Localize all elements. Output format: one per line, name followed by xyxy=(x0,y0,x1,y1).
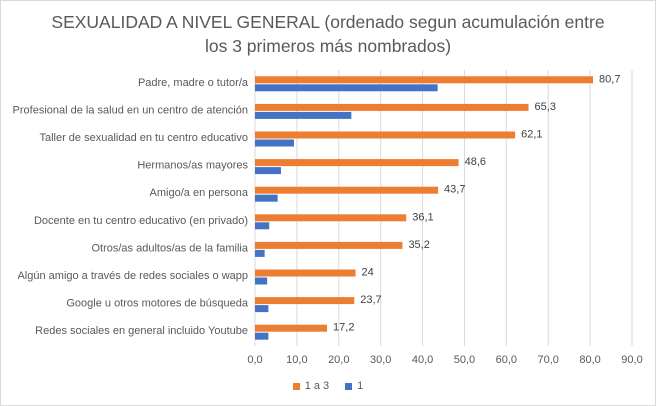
category-label: Algún amigo a través de redes sociales o… xyxy=(17,270,248,282)
bar-series-1 xyxy=(255,159,459,167)
data-label: 62,1 xyxy=(521,129,542,141)
data-label: 43,7 xyxy=(444,184,465,196)
bar-series-2 xyxy=(255,139,294,147)
data-label: 36,1 xyxy=(412,211,433,223)
x-tick-label: 60,0 xyxy=(496,354,517,366)
bar-series-2 xyxy=(255,194,278,202)
bar-series-1 xyxy=(255,324,328,332)
data-label: 65,3 xyxy=(535,101,556,113)
x-tick-label: 70,0 xyxy=(538,354,559,366)
data-label: 23,7 xyxy=(360,294,381,306)
x-tick-label: 80,0 xyxy=(579,354,600,366)
data-label: 24 xyxy=(362,267,374,279)
bar-series-2 xyxy=(255,277,268,285)
category-label: Otros/as adultos/as de la familia xyxy=(91,242,248,254)
bar-series-1 xyxy=(255,103,529,111)
x-tick-label: 0,0 xyxy=(247,354,262,366)
x-tick-label: 90,0 xyxy=(621,354,642,366)
bar-series-1 xyxy=(255,269,356,277)
bar-series-2 xyxy=(255,332,269,340)
legend-item-series-2: 1 xyxy=(345,380,363,392)
x-tick-label: 10,0 xyxy=(286,354,307,366)
category-label: Redes sociales en general incluido Youtu… xyxy=(35,325,248,337)
bar-series-1 xyxy=(255,131,516,139)
category-label: Profesional de la salud en un centro de … xyxy=(13,104,248,116)
bar-series-2 xyxy=(255,84,438,92)
data-label: 17,2 xyxy=(333,322,354,334)
legend-item-series-1: 1 a 3 xyxy=(292,380,330,392)
bar-series-2 xyxy=(255,111,352,119)
x-tick-label: 20,0 xyxy=(328,354,349,366)
data-label: 48,6 xyxy=(465,156,486,168)
chart-title-line-1: SEXUALIDAD A NIVEL GENERAL (ordenado seg… xyxy=(51,12,605,32)
legend: 1 a 3 1 xyxy=(0,380,656,392)
legend-label-series-2: 1 xyxy=(357,380,364,392)
chart-title: SEXUALIDAD A NIVEL GENERAL (ordenado seg… xyxy=(0,10,656,58)
legend-swatch-orange xyxy=(292,382,300,390)
category-label: Google u otros motores de búsqueda xyxy=(66,298,249,310)
bar-series-1 xyxy=(255,186,439,194)
chart-title-line-2: los 3 primeros más nombrados) xyxy=(204,36,452,56)
category-label: Hermanos/as mayores xyxy=(137,160,248,172)
data-label: 35,2 xyxy=(408,239,429,251)
bar-series-1 xyxy=(255,76,594,84)
x-tick-label: 40,0 xyxy=(412,354,433,366)
category-label: Docente en tu centro educativo (en priva… xyxy=(34,215,248,227)
category-label: Amigo/a en persona xyxy=(150,187,249,199)
data-label: 80,7 xyxy=(599,73,620,85)
x-tick-label: 30,0 xyxy=(370,354,391,366)
bar-series-2 xyxy=(255,167,281,175)
legend-swatch-blue xyxy=(345,382,353,390)
bar-series-2 xyxy=(255,249,265,257)
legend-label-series-1: 1 a 3 xyxy=(304,380,330,392)
bar-series-1 xyxy=(255,297,355,305)
bar-series-2 xyxy=(255,305,269,313)
bar-series-1 xyxy=(255,241,403,249)
category-label: Taller de sexualidad en tu centro educat… xyxy=(39,132,248,144)
category-label: Padre, madre o tutor/a xyxy=(138,77,249,89)
x-tick-label: 50,0 xyxy=(454,354,475,366)
bar-series-1 xyxy=(255,214,407,222)
bar-series-2 xyxy=(255,222,270,230)
